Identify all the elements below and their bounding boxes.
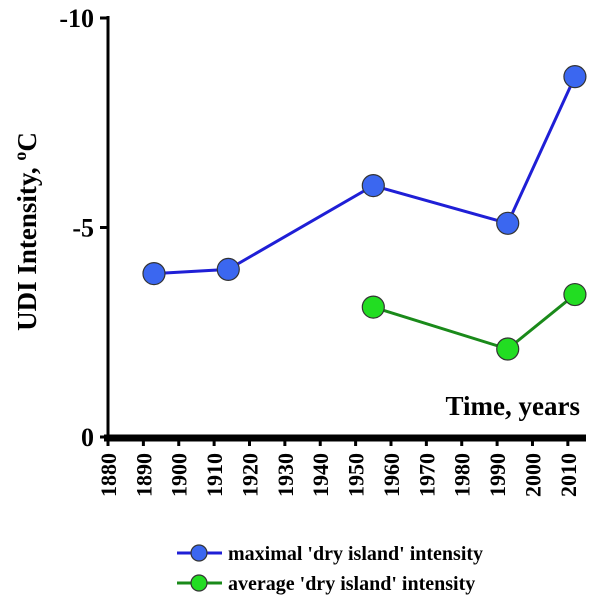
x-tick-label: 2010 <box>556 453 581 497</box>
series-layer <box>142 65 587 361</box>
data-point <box>496 337 520 361</box>
x-axis-title: Time, years <box>446 391 580 421</box>
x-tick-label: 1960 <box>379 453 404 497</box>
data-point <box>563 65 587 89</box>
x-tick-label: 1940 <box>308 453 333 497</box>
y-tick-label: -10 <box>59 4 94 33</box>
legend-label: average 'dry island' intensity <box>228 573 475 595</box>
x-tick-label: 1930 <box>273 453 298 497</box>
x-tick-label: 1970 <box>414 453 439 497</box>
legend-marker <box>190 574 208 592</box>
series-2 <box>361 282 587 361</box>
x-tick-label: 1900 <box>167 453 192 497</box>
legend-marker <box>190 544 208 562</box>
x-tick-label: 1890 <box>131 453 156 497</box>
series-line-2 <box>372 293 576 351</box>
data-point <box>563 282 587 307</box>
x-tick-label: 1910 <box>202 453 227 497</box>
y-axis-title: UDI Intensity, oC <box>10 132 42 331</box>
x-tick-label: 1980 <box>450 453 475 497</box>
data-point <box>361 295 385 319</box>
x-tick-label: 1950 <box>344 453 369 497</box>
y-tick-label: -5 <box>72 214 94 243</box>
data-point <box>142 261 166 286</box>
legend-label: maximal 'dry island' intensity <box>228 543 483 565</box>
legend-item-1: maximal 'dry island' intensity <box>177 543 483 565</box>
x-tick-label: 1880 <box>96 453 121 497</box>
y-axis-title-degree: o <box>10 152 30 161</box>
y-tick-label: 0 <box>81 423 94 452</box>
y-axis-title-unit: C <box>12 132 42 152</box>
series-1 <box>142 65 587 286</box>
x-tick-label: 2000 <box>520 453 545 497</box>
y-axis-title-text: UDI Intensity, <box>12 161 42 331</box>
legend: maximal 'dry island' intensity average 'd… <box>177 543 483 595</box>
data-point <box>361 174 385 198</box>
x-tick-label: 1920 <box>237 453 262 497</box>
data-point <box>496 211 520 235</box>
legend-item-2: average 'dry island' intensity <box>177 573 475 595</box>
data-point <box>216 257 240 281</box>
x-tick-label: 1990 <box>485 453 510 497</box>
series-line-1 <box>153 76 577 276</box>
